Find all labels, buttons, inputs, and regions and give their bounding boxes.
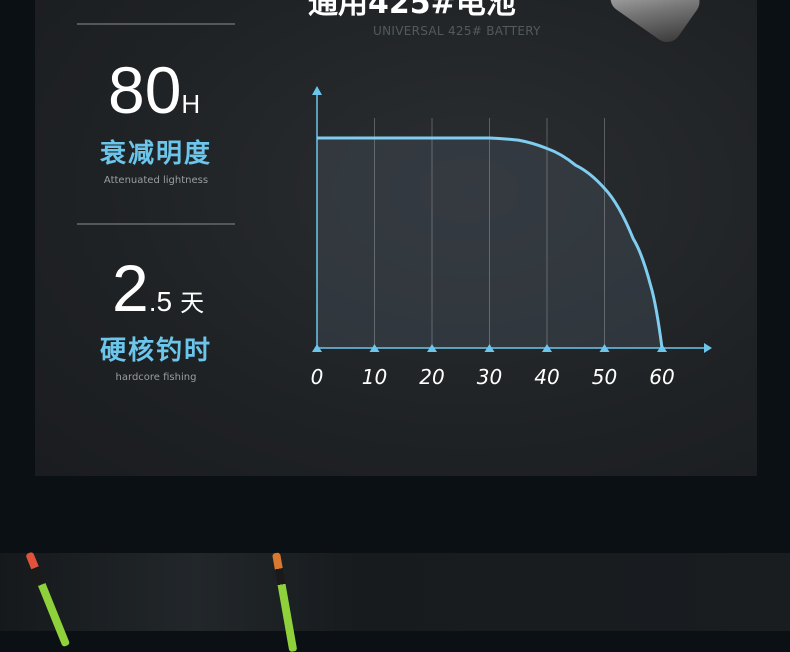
stat-unit: H	[181, 89, 201, 119]
decay-chart: 0 10 20 30 40 50 60	[311, 86, 712, 389]
page-title: 通用425#电池	[308, 0, 516, 21]
x-tick-label: 10	[362, 365, 387, 389]
x-tick-label: 20	[419, 365, 444, 389]
divider	[77, 223, 235, 225]
x-tick-label: 30	[477, 365, 502, 389]
x-tick-label: 0	[311, 365, 324, 389]
x-tick-label: 60	[649, 365, 674, 389]
stat-unit: 天	[180, 290, 205, 317]
chart-area	[317, 138, 662, 348]
stat-decimal: .5	[148, 286, 173, 317]
battery-panel: 通用425#电池 UNIVERSAL 425# BATTERY 80H 衰减明度…	[35, 0, 757, 476]
stat-label-en: hardcore fishing	[115, 372, 197, 383]
page-subtitle: UNIVERSAL 425# BATTERY	[373, 24, 541, 38]
x-axis-arrow	[704, 343, 712, 353]
stat-number: 2	[112, 251, 149, 325]
divider	[77, 23, 235, 25]
product-strip	[0, 551, 790, 652]
y-axis-arrow	[312, 86, 322, 95]
x-tick-label: 50	[592, 365, 617, 389]
float-rod-red	[25, 551, 71, 648]
stat-label-cn: 硬核钓时	[99, 336, 212, 366]
stat-value-duration: 2.5 天	[112, 250, 204, 326]
decay-curve	[317, 136, 664, 349]
stat-value-lightness: 80H	[108, 52, 200, 128]
stat-label-cn: 衰减明度	[99, 139, 212, 169]
stat-number: 80	[108, 53, 182, 127]
float-rod-orange	[272, 552, 298, 652]
stat-label-en: Attenuated lightness	[103, 175, 209, 186]
x-tick-label: 40	[534, 365, 559, 389]
